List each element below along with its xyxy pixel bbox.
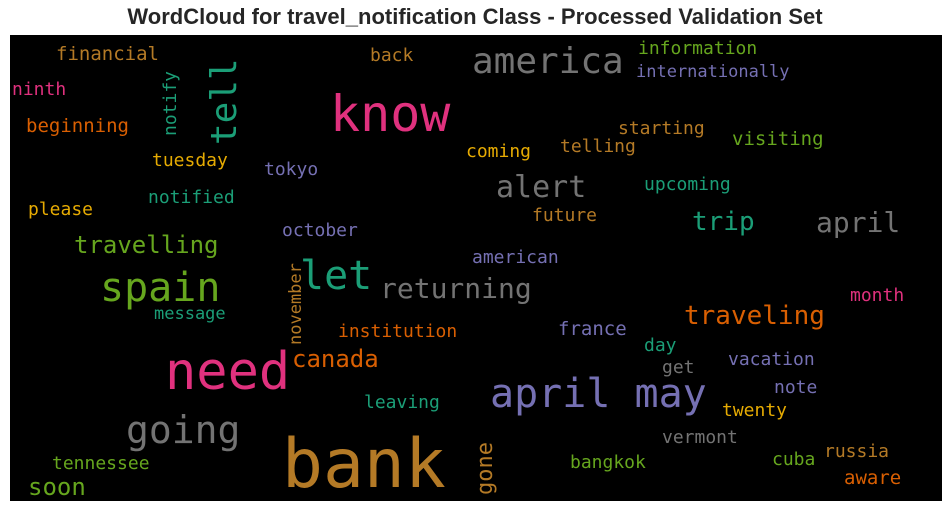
word-financial: financial xyxy=(56,43,159,65)
word-twenty: twenty xyxy=(722,400,787,421)
word-message: message xyxy=(154,304,226,324)
word-alert: alert xyxy=(496,170,586,205)
word-need: need xyxy=(165,342,290,402)
word-returning: returning xyxy=(380,272,532,305)
word-information: information xyxy=(638,38,757,59)
word-traveling: traveling xyxy=(684,301,825,331)
word-notified: notified xyxy=(148,187,235,208)
word-beginning: beginning xyxy=(26,115,129,137)
word-russia: russia xyxy=(824,441,889,462)
word-starting: starting xyxy=(618,118,705,139)
word-aware: aware xyxy=(844,467,901,489)
word-bank: bank xyxy=(282,425,446,501)
word-trip: trip xyxy=(692,207,755,237)
word-gone: gone xyxy=(473,442,498,495)
word-october: october xyxy=(282,220,358,241)
wordcloud-panel: bank need know april may spain let going americ… xyxy=(10,35,942,501)
word-tell: tell xyxy=(204,58,245,145)
word-april: april xyxy=(816,206,900,239)
word-france: france xyxy=(558,318,627,340)
word-please: please xyxy=(28,199,93,220)
word-spain: spain xyxy=(100,265,220,311)
word-coming: coming xyxy=(466,141,531,162)
chart-title: WordCloud for travel_notification Class … xyxy=(127,4,823,29)
word-future: future xyxy=(532,205,597,226)
word-america: america xyxy=(472,41,624,82)
word-ninth: ninth xyxy=(12,79,66,100)
word-november: november xyxy=(286,263,306,345)
word-internationally: internationally xyxy=(636,62,790,82)
word-notify: notify xyxy=(160,71,181,136)
word-cuba: cuba xyxy=(772,449,815,470)
word-bangkok: bangkok xyxy=(570,452,646,473)
word-day: day xyxy=(644,335,677,356)
word-going: going xyxy=(126,408,240,452)
word-april-may: april may xyxy=(490,371,707,417)
word-canada: canada xyxy=(292,345,379,373)
word-institution: institution xyxy=(338,321,457,342)
word-travelling: travelling xyxy=(74,231,219,259)
word-soon: soon xyxy=(28,473,86,501)
word-upcoming: upcoming xyxy=(644,174,731,195)
word-let: let xyxy=(300,253,372,299)
word-american: american xyxy=(472,247,559,268)
word-leaving: leaving xyxy=(364,392,440,413)
word-back: back xyxy=(370,45,414,66)
word-tokyo: tokyo xyxy=(264,159,318,180)
word-know: know xyxy=(330,85,451,143)
word-vacation: vacation xyxy=(728,349,815,370)
word-tuesday: tuesday xyxy=(152,150,228,171)
word-vermont: vermont xyxy=(662,427,738,448)
word-tennessee: tennessee xyxy=(52,453,150,474)
word-visiting: visiting xyxy=(732,128,824,150)
wordcloud-svg: bank need know april may spain let going americ… xyxy=(12,38,904,501)
word-get: get xyxy=(662,357,695,378)
word-month: month xyxy=(850,285,904,306)
word-telling: telling xyxy=(560,136,636,157)
word-note: note xyxy=(774,377,817,398)
